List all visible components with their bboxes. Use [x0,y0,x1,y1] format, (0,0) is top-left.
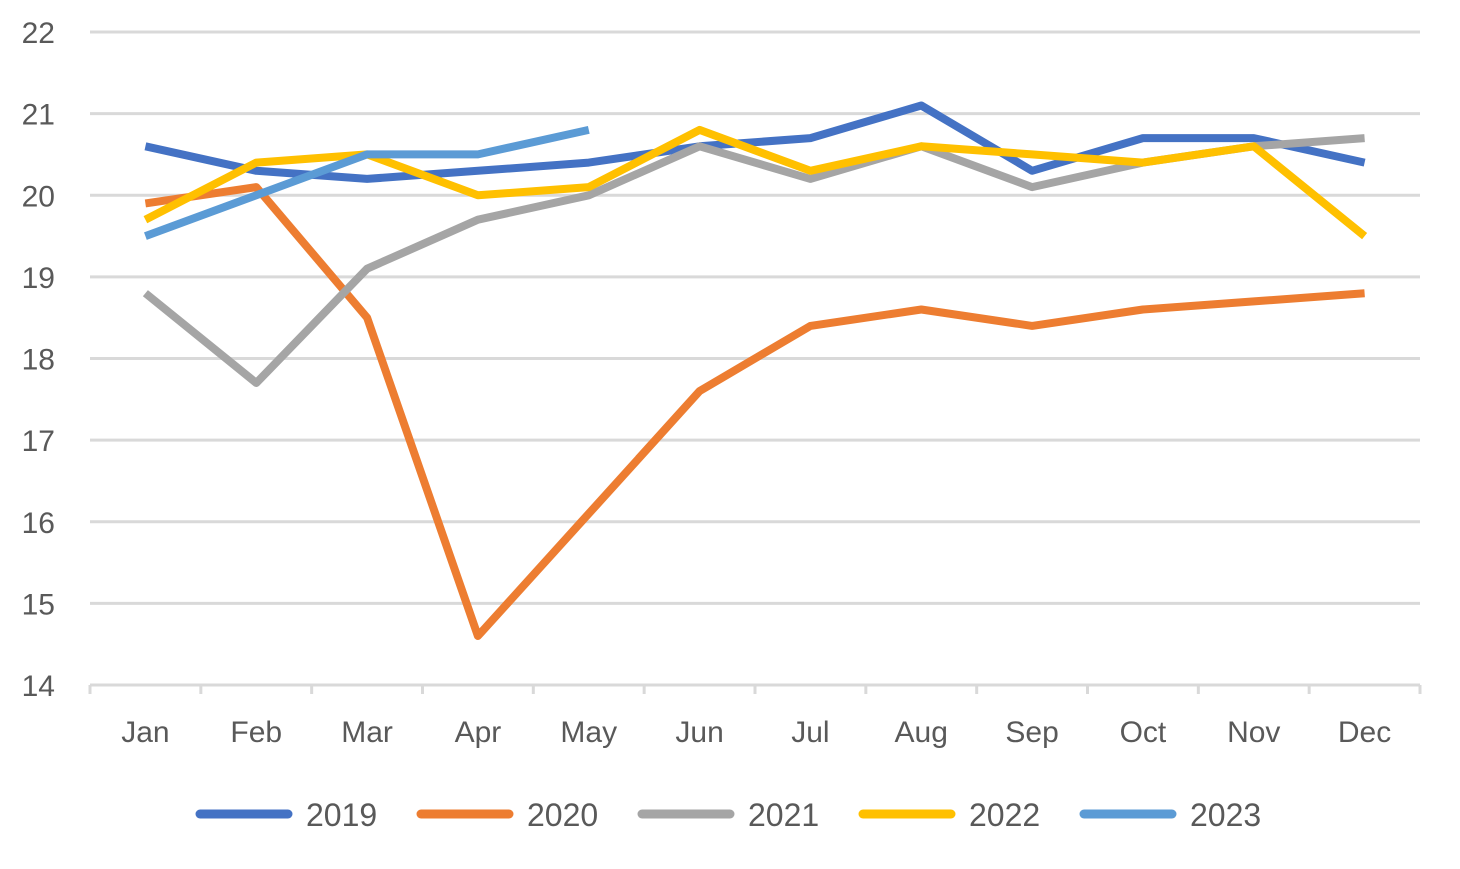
x-axis [88,683,1422,694]
series-line-2022 [143,125,1368,240]
legend-label-2023: 2023 [1190,797,1261,833]
y-tick-label: 16 [22,507,55,540]
y-tick-label: 22 [22,17,55,50]
x-tick-label-dec: Dec [1338,716,1391,749]
legend-label-2022: 2022 [969,797,1040,833]
y-tick-label: 18 [22,344,55,377]
x-tick-label-jun: Jun [675,716,723,749]
y-tick-label: 15 [22,588,55,621]
y-axis-tick-labels: 14 15 16 17 18 19 20 21 22 [22,17,55,703]
legend-item-2023: 2023 [1079,797,1261,833]
legend-item-2022: 2022 [858,797,1040,833]
x-tick-label-jan: Jan [121,716,169,749]
x-tick-label-aug: Aug [895,716,948,749]
y-tick-label: 19 [22,262,55,295]
series-line-2020 [144,183,1365,640]
x-tick-label-feb: Feb [230,716,282,749]
y-tick-label: 21 [22,99,55,132]
y-tick-label: 20 [22,180,55,213]
legend-item-2021: 2021 [637,797,819,833]
x-tick-label-oct: Oct [1120,716,1167,749]
legend-label-2020: 2020 [527,797,598,833]
series-line-2023 [144,125,590,240]
legend-item-2019: 2019 [195,797,377,833]
x-tick-label-may: May [560,716,617,749]
y-tick-label: 17 [22,425,55,458]
x-tick-label-jul: Jul [791,716,829,749]
x-tick-label-nov: Nov [1227,716,1280,749]
x-tick-label-sep: Sep [1005,716,1058,749]
x-tick-label-mar: Mar [341,716,393,749]
legend: 2019 2020 2021 2022 2023 [195,797,1261,833]
y-tick-label: 14 [22,670,55,703]
gridlines [90,30,1420,605]
x-axis-tick-labels: Jan Feb Mar Apr May Jun Jul Aug Sep Oct Nov Dec [121,716,1391,749]
legend-item-2020: 2020 [416,797,598,833]
series-lines [142,101,1368,640]
legend-label-2021: 2021 [748,797,819,833]
legend-label-2019: 2019 [306,797,377,833]
series-line-2019 [144,101,1366,183]
x-tick-label-apr: Apr [455,716,502,749]
